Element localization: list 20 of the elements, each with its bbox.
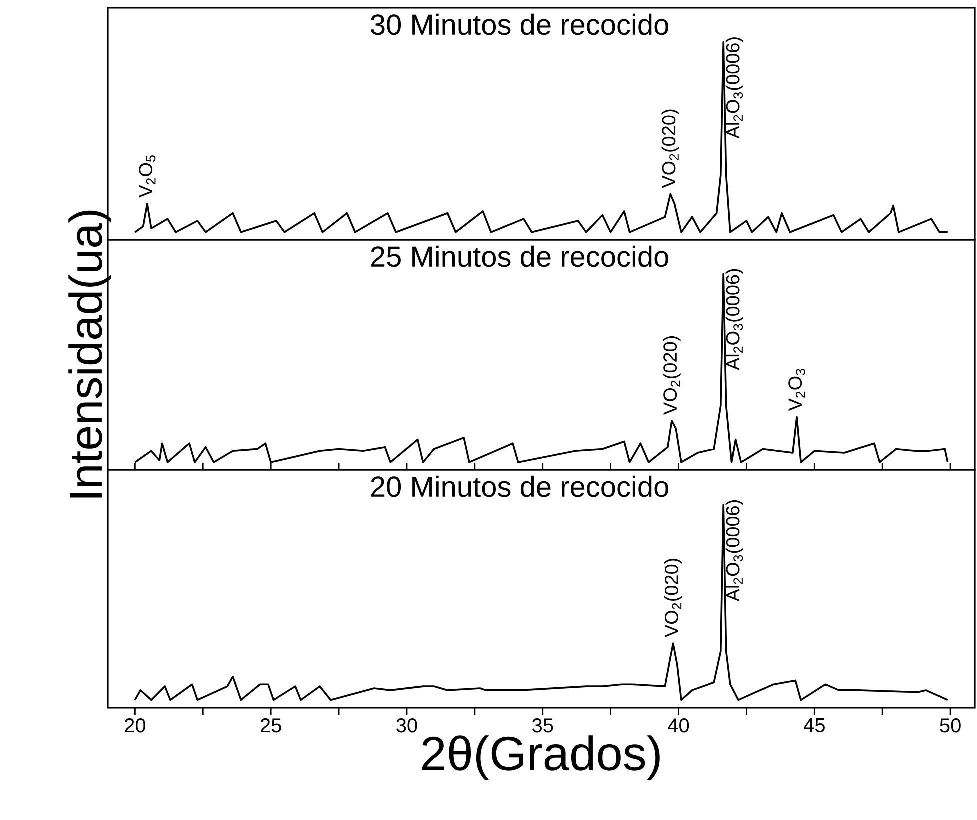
y-axis-title: Intensidad(ua) — [68, 210, 112, 498]
chart-title: 30 Minutos de recocido — [371, 14, 668, 36]
chart-title: 25 Minutos de recocido — [371, 246, 668, 268]
x-tick-label: 50 — [940, 718, 961, 733]
annotation: VO$_{2}$(020) — [664, 559, 682, 638]
annotation: V$_{2}$O$_{3}$ — [788, 369, 806, 412]
annotation: V$_{2}$O$_{5}$ — [139, 156, 156, 198]
chart-title: 20 Minutos de recocido — [371, 476, 668, 498]
x-tick-label: 25 — [260, 718, 282, 733]
x-axis-title: 2θ(Grados) — [422, 736, 660, 780]
annotation: Al$_{2}$O$_{3}$(0006) — [726, 269, 744, 370]
x-tick-label: 45 — [804, 718, 825, 732]
annotation: Al$_{2}$O$_{3}$(0006) — [726, 500, 744, 602]
x-tick-label: 40 — [668, 718, 690, 733]
x-tick-label: 35 — [532, 718, 554, 733]
annotation: VO$_{2}$(020) — [663, 336, 681, 415]
annotation: Al$_{2}$O$_{3}$(0006) — [726, 38, 744, 139]
x-tick-label: 30 — [396, 718, 418, 733]
annotation: VO$_{2}$(020) — [662, 110, 680, 188]
x-tick-label: 20 — [125, 718, 146, 733]
